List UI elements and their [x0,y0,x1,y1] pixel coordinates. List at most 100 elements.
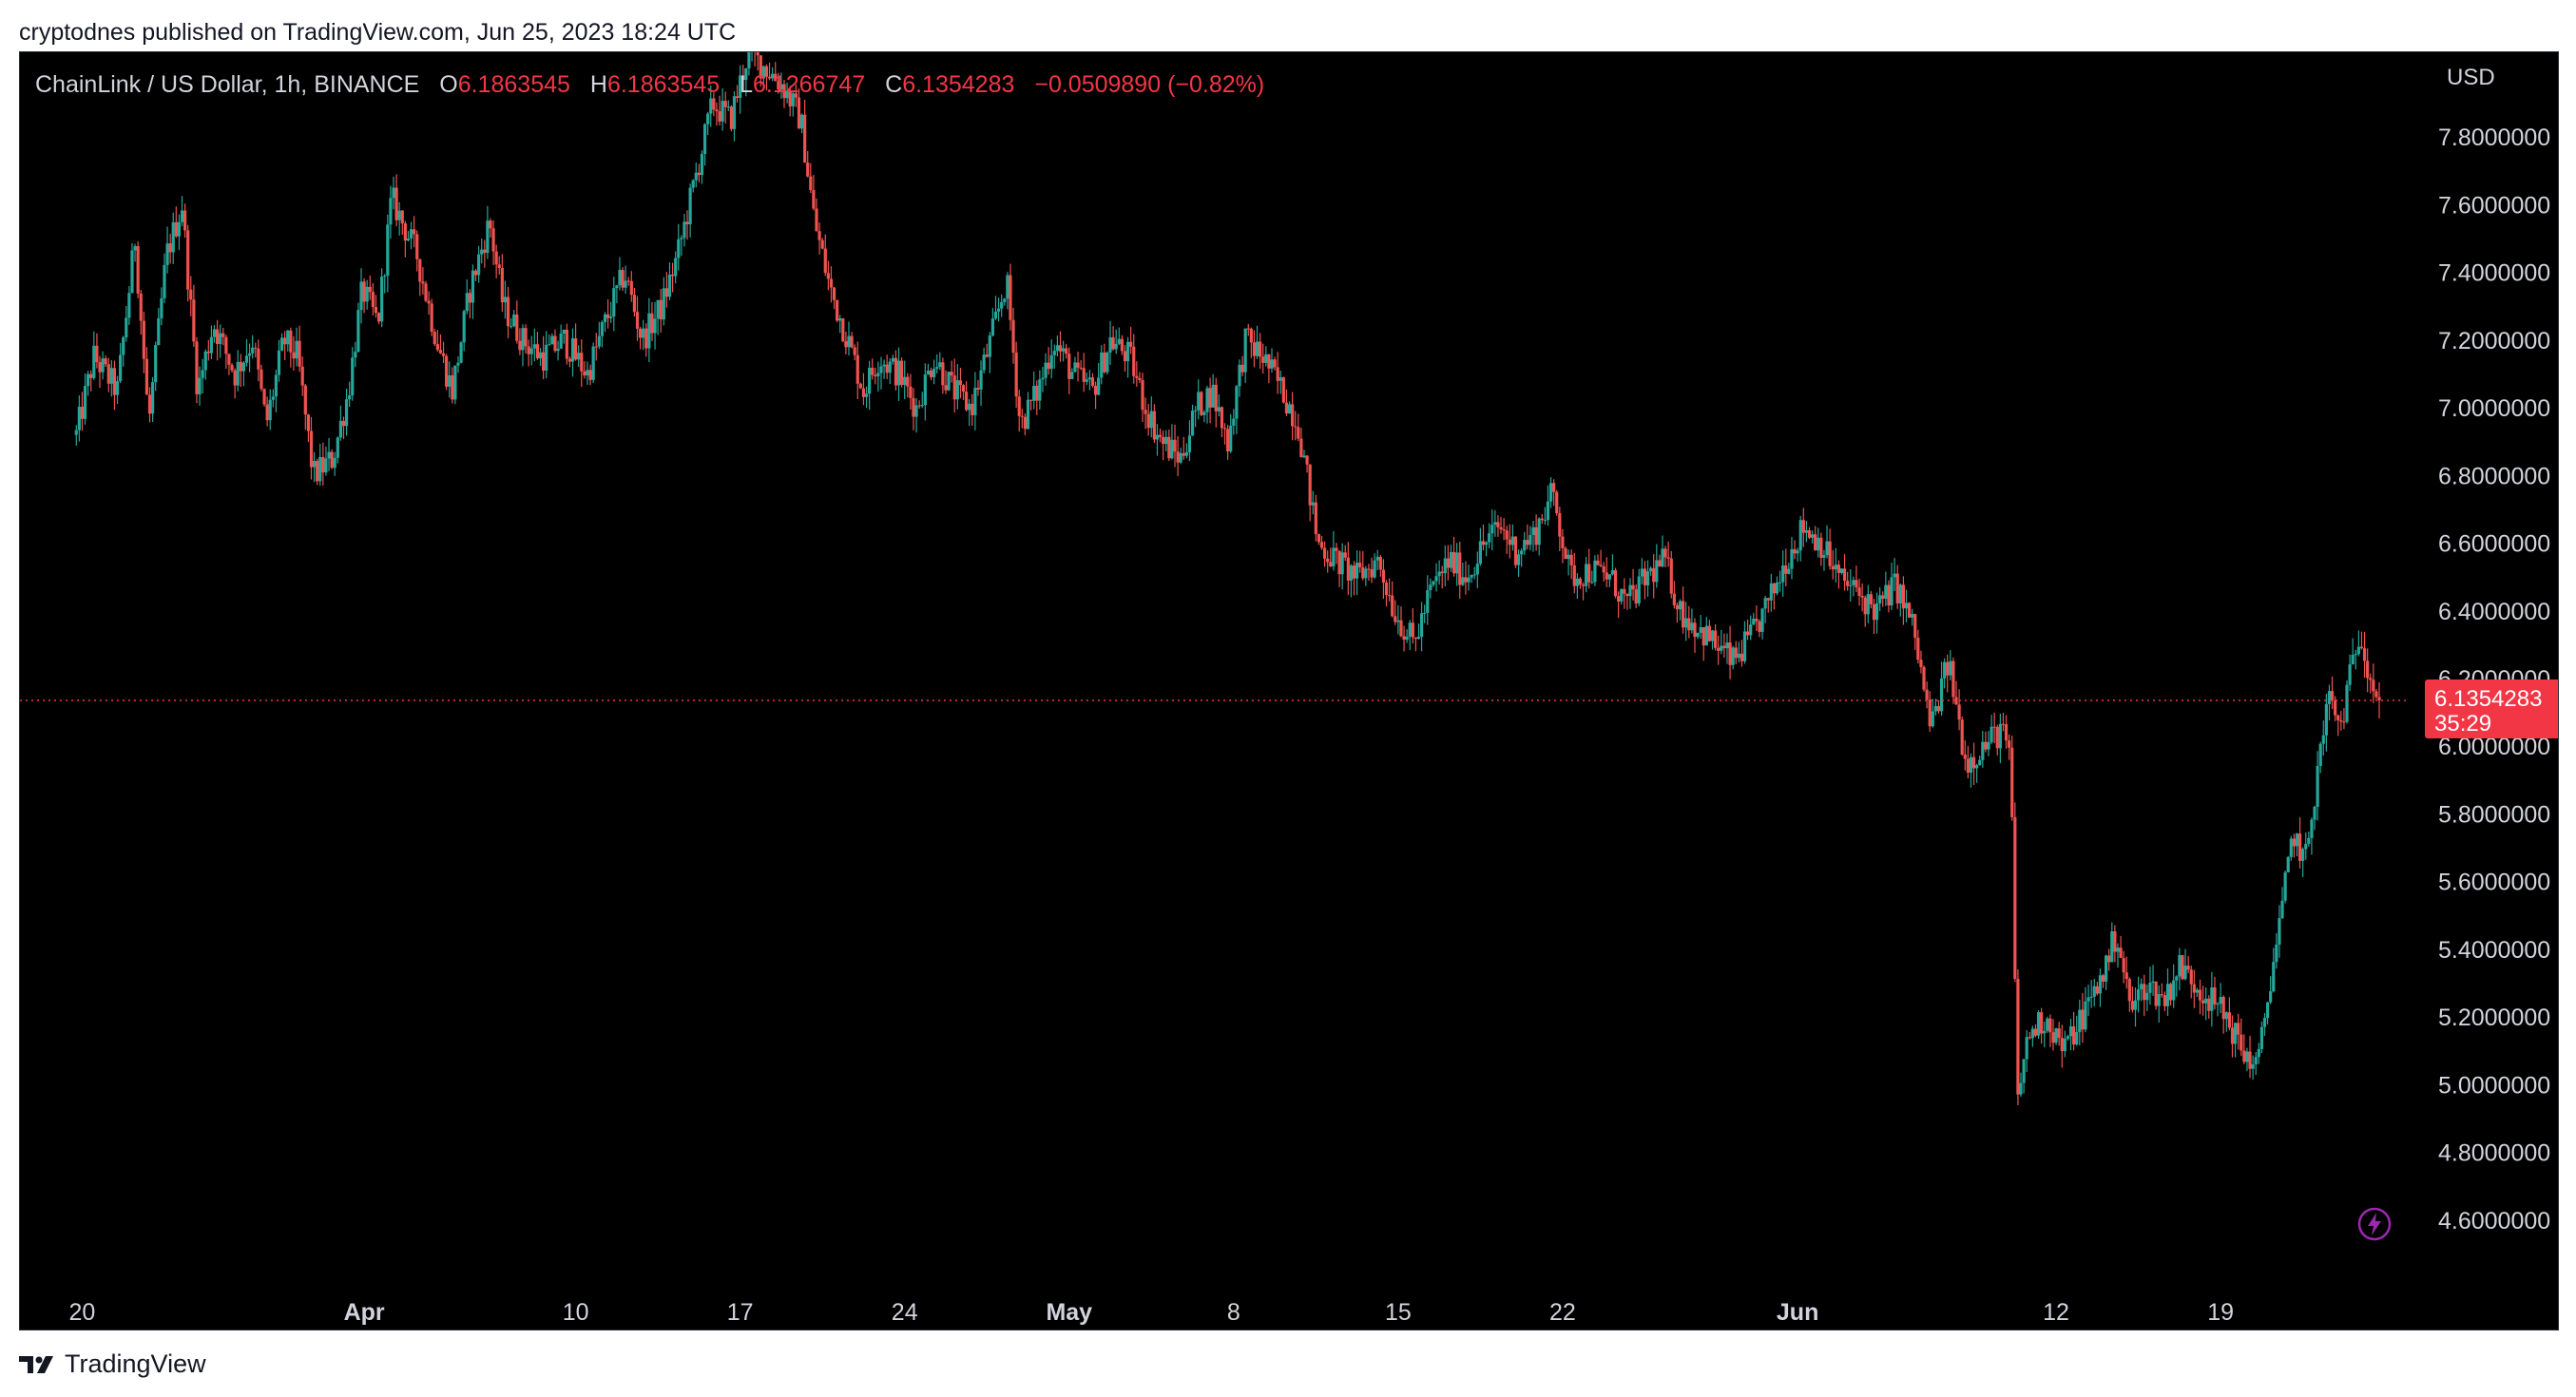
candle-725 [2204,986,2208,1021]
candle-40 [192,284,196,347]
published-by-text: cryptodnes published on TradingView.com,… [19,19,737,46]
candle-769 [2334,696,2337,721]
candle-342 [1079,360,1083,371]
candle-451 [1399,606,1403,638]
candle-86 [327,437,331,472]
candle-432 [1343,545,1347,562]
candle-177 [594,333,598,361]
candle-748 [2272,947,2276,993]
candle-553 [1699,615,1702,639]
candle-550 [1690,608,1694,634]
candle-768 [2330,676,2335,710]
candle-226 [739,65,742,114]
candle-400 [1249,327,1253,358]
candle-486 [1502,518,1506,541]
candle-659 [2010,736,2014,821]
candle-734 [2230,1015,2235,1058]
candle-421 [1311,490,1315,515]
candle-281 [900,357,904,388]
price-tick-16: 4.6000000 [2438,1208,2550,1234]
candle-262 [844,331,848,354]
candle-618 [1890,563,1894,610]
candle-782 [2372,663,2375,703]
candle-677 [2063,1030,2067,1058]
candle-48 [215,319,220,361]
candle-71 [283,331,287,360]
candle-220 [721,87,724,131]
candle-441 [1370,557,1374,584]
candle-36 [180,196,184,226]
candle-172 [580,339,584,388]
candle-197 [653,301,657,350]
candle-465 [1440,565,1444,589]
candle-630 [1925,681,1929,709]
candle-301 [958,367,963,399]
chart-panel[interactable]: 7.8000000 7.6000000 7.4000000 7.2000000 7.00… [19,51,2559,1330]
candle-771 [2339,710,2343,731]
candle-667 [2033,1024,2038,1038]
candle-673 [2051,1019,2055,1051]
candle-305 [971,393,974,426]
candle-353 [1111,326,1115,351]
candle-192 [638,326,643,350]
candle-759 [2304,832,2308,860]
candle-760 [2307,832,2311,847]
candle-141 [489,218,492,238]
candle-437 [1358,550,1362,573]
time-tick-7: 15 [1385,1299,1412,1326]
candle-519 [1599,549,1603,567]
candle-247 [799,113,804,134]
candle-449 [1394,600,1397,625]
lightning-bolt-icon[interactable] [2355,1205,2393,1243]
candle-26 [151,376,155,422]
candle-684 [2084,986,2087,1033]
candle-34 [174,206,178,239]
candle-362 [1138,372,1142,384]
candle-28 [157,308,161,346]
candle-634 [1936,699,1941,715]
candle-11 [106,357,110,392]
candle-236 [767,62,772,81]
candle-145 [500,254,504,313]
candle-554 [1701,626,1705,661]
candle-232 [756,52,759,71]
candle-656 [2001,713,2006,732]
candle-595 [1822,549,1826,571]
candle-475 [1470,574,1473,584]
candle-387 [1211,373,1215,409]
candle-106 [386,214,390,293]
candle-152 [521,324,525,367]
candle-601 [1839,567,1844,575]
candle-587 [1798,515,1802,562]
candle-650 [1984,731,1988,753]
candle-602 [1842,554,1847,591]
candle-306 [973,372,977,431]
candle-444 [1378,555,1382,577]
candle-589 [1804,521,1809,543]
candle-637 [1946,654,1950,693]
candle-135 [471,264,475,319]
candle-365 [1146,404,1150,436]
candle-278 [891,354,894,365]
candle-333 [1052,344,1056,369]
candle-146 [503,280,508,319]
candle-248 [803,100,807,163]
candle-727 [2210,971,2214,1027]
candle-162 [550,333,554,345]
candle-1 [77,394,81,442]
candle-502 [1548,477,1553,508]
candle-460 [1426,575,1430,625]
candle-76 [298,325,301,373]
candle-143 [494,244,498,278]
footer-brand[interactable]: TradingView [19,1349,206,1379]
candle-566 [1737,641,1740,663]
symbol-label[interactable]: ChainLink / US Dollar, 1h, BINANCE [35,71,420,98]
candle-716 [2178,947,2182,991]
candle-599 [1834,547,1837,583]
candle-413 [1287,401,1292,414]
candle-8 [98,355,102,389]
candle-537 [1652,554,1656,599]
candlestick-chart[interactable]: 7.8000000 7.6000000 7.4000000 7.2000000 7.00… [20,52,2559,1330]
candle-490 [1513,536,1518,568]
candle-714 [2172,964,2176,1008]
